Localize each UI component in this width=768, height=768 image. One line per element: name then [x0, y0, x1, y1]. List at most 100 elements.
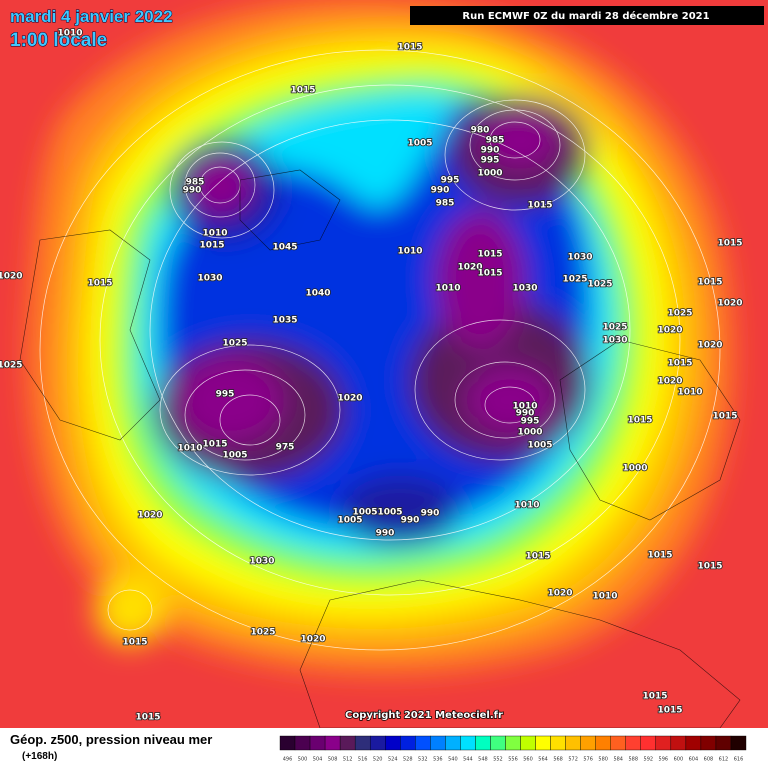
isobar-label: 990	[516, 409, 535, 419]
color-box	[580, 735, 596, 751]
isobar-label: 1010	[514, 501, 539, 511]
field	[0, 0, 768, 728]
isobar-label: 990	[431, 186, 450, 196]
isobar-label: 1015	[199, 241, 224, 251]
isobar-label: 1020	[337, 394, 362, 404]
color-box	[535, 735, 551, 751]
level-label: 520	[373, 757, 383, 763]
level-label: 560	[523, 757, 533, 763]
isobar-label: 1015	[667, 359, 692, 369]
level-label: 596	[659, 757, 669, 763]
isobar-label: 1020	[300, 635, 325, 645]
level-label: 588	[628, 757, 638, 763]
isobar-label: 1010	[592, 592, 617, 602]
isobar-label: 990	[183, 186, 202, 196]
isobar-label: 1010	[435, 284, 460, 294]
isobar-label: 1020	[657, 326, 682, 336]
color-box	[610, 735, 626, 751]
isobar-label: 1005	[407, 139, 432, 149]
isobar-labels: 1010101510151005980985990995100099599098…	[0, 28, 743, 724]
isobar-label: 975	[276, 443, 295, 453]
level-label: 528	[403, 757, 413, 763]
time: 1:00 locale	[10, 30, 107, 51]
isobar-label: 1020	[457, 263, 482, 273]
isobar-label: 990	[421, 509, 440, 519]
isobar-label: 995	[441, 176, 460, 186]
level-label: 576	[583, 757, 593, 763]
level-label: 604	[689, 757, 699, 763]
isobar-label: 1025	[562, 275, 587, 285]
color-scale: 496 500 504 508 512 516 520 524 528 532 536 540 544 5…	[279, 735, 747, 763]
level-label: 584	[613, 757, 623, 763]
isobar-label: 1030	[249, 557, 274, 567]
date: mardi 4 janvier 2022	[10, 7, 173, 26]
color-box	[505, 735, 521, 751]
level-label: 516	[358, 757, 368, 763]
isobar-label: 1015	[642, 692, 667, 702]
isobar-label: 1025	[250, 628, 275, 638]
color-box	[565, 735, 581, 751]
isobar-label: 1000	[622, 464, 647, 474]
isobar-label: 1010	[512, 402, 537, 412]
level-label: 500	[298, 757, 308, 763]
isobar-label: 1030	[512, 284, 537, 294]
color-box	[294, 735, 311, 751]
color-box	[655, 735, 672, 751]
legend-title: Géop. z500, pression niveau mer	[10, 732, 212, 747]
color-box	[550, 735, 566, 751]
level-label: 540	[448, 757, 458, 763]
isobar-label: 1015	[697, 278, 722, 288]
isobar-label: 995	[481, 156, 500, 166]
color-box	[670, 735, 687, 751]
isobar-label: 1020	[697, 341, 722, 351]
level-label: 608	[704, 757, 714, 763]
isobar-label: 1035	[272, 316, 297, 326]
isobar-label: 1010	[202, 229, 227, 239]
color-box	[460, 735, 476, 751]
isobar-label: 1010	[677, 388, 702, 398]
level-label: 568	[553, 757, 563, 763]
isobar-label: 1020	[0, 272, 23, 282]
isobar-label: 985	[486, 136, 505, 146]
color-box	[385, 735, 401, 751]
isobar-label: 1015	[527, 201, 552, 211]
isobar-label: 1025	[0, 361, 23, 371]
isobar-label: 980	[471, 126, 490, 136]
isobar-label: 1015	[477, 250, 502, 260]
color-box	[715, 735, 732, 751]
isobar-label: 1005	[337, 516, 362, 526]
level-label: 536	[433, 757, 443, 763]
isobar-label: 1005	[222, 451, 247, 461]
level-label: 572	[568, 757, 578, 763]
color-box	[369, 735, 386, 751]
isobar-label: 1015	[135, 713, 160, 723]
color-box	[685, 735, 702, 751]
isobar-label: 990	[376, 529, 395, 539]
color-box	[339, 735, 356, 751]
isobar-label: 1025	[587, 280, 612, 290]
level-label: 504	[313, 757, 323, 763]
level-label: 524	[388, 757, 398, 763]
isobar-label: 1015	[712, 412, 737, 422]
isobar-label: 1015	[525, 552, 550, 562]
level-label: 580	[598, 757, 608, 763]
color-box	[279, 735, 296, 751]
level-label: 600	[674, 757, 684, 763]
isobar-label: 1015	[397, 43, 422, 53]
level-label: 508	[328, 757, 338, 763]
color-box	[445, 735, 461, 751]
isobar-label: 1015	[647, 551, 672, 561]
isobar-label: 990	[481, 146, 500, 156]
isobar-label: 1020	[657, 377, 682, 387]
isobar-label: 1015	[717, 239, 742, 249]
isobar-label: 1000	[477, 169, 502, 179]
isobar-label: 1010	[397, 247, 422, 257]
isobar-label: 1025	[667, 309, 692, 319]
level-label: 592	[644, 757, 654, 763]
isobar-label: 1010	[177, 444, 202, 454]
color-box	[400, 735, 416, 751]
isobar-label: 990	[401, 516, 420, 526]
level-label: 552	[493, 757, 503, 763]
color-box	[625, 735, 641, 751]
